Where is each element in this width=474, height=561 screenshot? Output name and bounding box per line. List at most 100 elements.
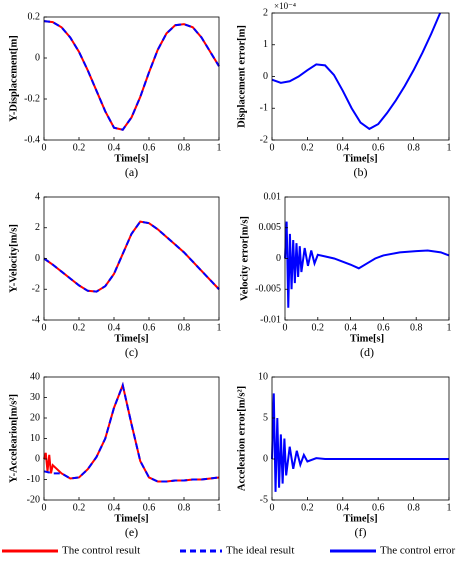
y-tick-label: 0 [35, 453, 40, 464]
x-axis-label: Time[s] [343, 153, 377, 164]
y-tick-label: 10 [258, 371, 268, 382]
x-tick-label: 0.4 [344, 322, 357, 333]
y-tick-label: -0.4 [24, 134, 40, 145]
axes-box [271, 376, 450, 501]
x-tick-label: 1 [447, 142, 452, 153]
x-tick-label: 0.6 [143, 322, 156, 333]
legend-label: The control result [62, 545, 140, 557]
caption: (f) [355, 525, 367, 539]
y-tick-label: 5 [263, 412, 268, 423]
y-tick-label: -20 [27, 494, 40, 505]
x-tick-label: 0.4 [108, 142, 121, 153]
y-tick-label: -1 [260, 103, 268, 114]
caption: (a) [125, 165, 138, 179]
data-line [271, 12, 442, 131]
x-tick-label: 0.8 [407, 502, 420, 513]
x-axis-label: Time[s] [343, 513, 377, 524]
x-tick-label: 1 [217, 322, 222, 333]
x-tick-label: 1 [447, 502, 452, 513]
y-tick-label: 1 [263, 39, 268, 50]
y-tick-label: 10 [30, 433, 40, 444]
x-tick-label: 0.2 [312, 322, 325, 333]
x-tick-label: 0.8 [410, 322, 423, 333]
y-axis-label: Velocity error[m/s] [239, 216, 250, 301]
x-tick-label: 0.4 [108, 502, 121, 513]
caption: (e) [125, 525, 138, 539]
legend-label: The control error [380, 545, 455, 557]
x-tick-label: 0.2 [73, 502, 86, 513]
y-axis-label: Y-Accelearion[m/s²] [8, 394, 19, 483]
data-line [43, 20, 220, 131]
x-tick-label: 0.2 [301, 142, 314, 153]
y-axis-label: Displacement error[m] [236, 25, 247, 128]
data-line [43, 220, 220, 293]
plot-area [44, 197, 219, 320]
x-tick-label: 0 [42, 142, 47, 153]
y-tick-label: 2 [263, 7, 268, 18]
y-tick-label: 0.2 [28, 11, 41, 22]
x-axis-label: Time[s] [114, 333, 148, 344]
caption: (d) [360, 345, 374, 359]
x-tick-label: 1 [447, 322, 452, 333]
caption: (b) [354, 165, 368, 179]
y-tick-label: -0.2 [24, 93, 40, 104]
data-line [284, 221, 450, 308]
y-tick-label: -4 [32, 314, 40, 325]
y-scale-label: ×10⁻⁴ [274, 1, 296, 11]
x-tick-label: 0.4 [337, 142, 350, 153]
y-tick-label: 0 [263, 71, 268, 82]
x-axis-label: Time[s] [350, 333, 384, 344]
y-tick-label: 0 [263, 453, 268, 464]
x-tick-label: 0.6 [377, 322, 390, 333]
x-tick-label: 0.6 [143, 502, 156, 513]
y-tick-label: 0 [35, 52, 40, 63]
x-tick-label: 0 [283, 322, 288, 333]
caption: (c) [125, 345, 138, 359]
x-tick-label: 1 [217, 502, 222, 513]
x-tick-label: 0.6 [372, 502, 385, 513]
y-tick-label: 0.01 [264, 191, 282, 202]
x-tick-label: 0.6 [372, 142, 385, 153]
y-axis-label: Accelearion error[m/s²] [236, 386, 247, 491]
x-tick-label: 1 [217, 142, 222, 153]
x-tick-label: 0.4 [108, 322, 121, 333]
y-tick-label: -0.005 [255, 284, 281, 295]
axes-box [43, 16, 220, 141]
y-axis-label: Y-Displacement[m] [8, 35, 19, 122]
x-tick-label: 0 [270, 502, 275, 513]
x-tick-label: 0.4 [337, 502, 350, 513]
x-tick-label: 0.6 [143, 142, 156, 153]
y-tick-label: 20 [30, 412, 40, 423]
x-tick-label: 0.2 [301, 502, 314, 513]
y-tick-label: 4 [35, 191, 40, 202]
x-tick-label: 0 [42, 322, 47, 333]
x-tick-label: 0 [270, 142, 275, 153]
x-tick-label: 0.2 [73, 322, 86, 333]
x-axis-label: Time[s] [114, 153, 148, 164]
x-tick-label: 0.2 [73, 142, 86, 153]
x-axis-label: Time[s] [114, 513, 148, 524]
y-tick-label: 2 [35, 222, 40, 233]
x-tick-label: 0.8 [178, 322, 191, 333]
plot-area [272, 13, 449, 140]
plot-area [44, 377, 219, 500]
x-tick-label: 0.8 [178, 502, 191, 513]
y-tick-label: 40 [30, 371, 40, 382]
y-tick-label: -5 [260, 494, 268, 505]
plot-area [272, 377, 449, 500]
y-tick-label: 0.005 [259, 222, 282, 233]
data-line [43, 381, 220, 483]
y-tick-label: 0 [35, 253, 40, 264]
legend-label: The ideal result [226, 545, 294, 557]
y-tick-label: 30 [30, 392, 40, 403]
data-line [271, 393, 449, 492]
x-tick-label: 0.8 [407, 142, 420, 153]
y-tick-label: 0 [276, 253, 281, 264]
y-axis-label: Y-Velocity[m/s] [8, 224, 19, 293]
x-tick-label: 0 [42, 502, 47, 513]
plot-area [44, 17, 219, 140]
x-tick-label: 0.8 [178, 142, 191, 153]
y-tick-label: -2 [260, 134, 268, 145]
y-tick-label: -2 [32, 284, 40, 295]
